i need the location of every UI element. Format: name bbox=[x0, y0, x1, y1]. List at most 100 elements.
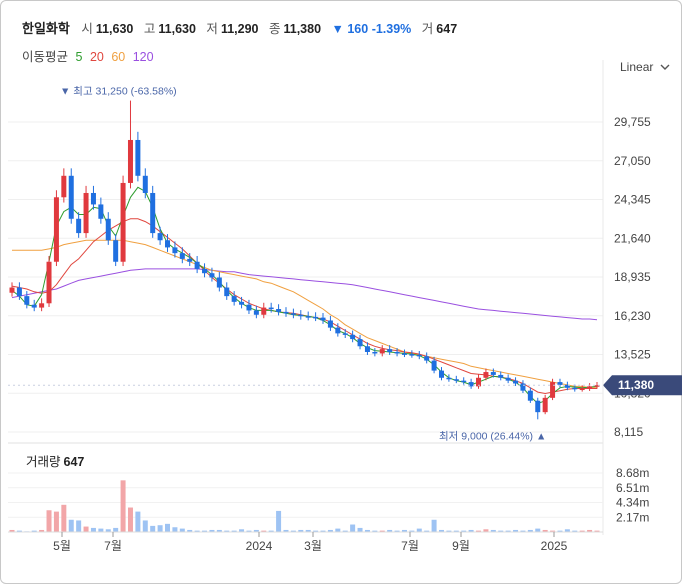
volume-bar bbox=[535, 528, 541, 532]
volume-bar bbox=[150, 525, 156, 532]
price-tick-label: 24,345 bbox=[614, 193, 651, 207]
price-tick-label: 16,230 bbox=[614, 309, 651, 323]
volume-bar bbox=[520, 530, 526, 532]
volume-panel-label: 거래량 647 bbox=[26, 451, 84, 470]
candle-body bbox=[127, 139, 133, 183]
price-tick-label: 18,935 bbox=[614, 270, 651, 284]
candle-body bbox=[424, 356, 430, 361]
candle-body bbox=[387, 349, 393, 352]
volume-tick-label: 2.17m bbox=[616, 510, 649, 524]
candle-body bbox=[209, 273, 215, 278]
ma-period-20[interactable]: 20 bbox=[89, 50, 104, 64]
volume-label: 거 bbox=[421, 22, 434, 36]
candle-body bbox=[320, 317, 326, 321]
open-label: 시 bbox=[81, 22, 93, 36]
candle-body bbox=[357, 339, 363, 347]
volume-bar bbox=[231, 530, 237, 532]
candle-body bbox=[39, 303, 45, 308]
candle-body bbox=[535, 400, 541, 413]
candle-body bbox=[438, 370, 444, 378]
moving-average-line-ma20 bbox=[11, 218, 597, 395]
close-label: 종 bbox=[268, 22, 281, 36]
candle-body bbox=[61, 175, 67, 198]
volume-panel-value: 647 bbox=[63, 455, 85, 469]
low-value: 11,290 bbox=[220, 22, 259, 36]
volume-bar bbox=[142, 520, 148, 532]
volume-bar bbox=[135, 511, 141, 532]
volume-bar bbox=[172, 527, 178, 532]
moving-average-legend[interactable]: 이동평균 5 20 60 120 bbox=[22, 46, 158, 65]
volume-bar bbox=[350, 524, 356, 532]
volume-bar bbox=[335, 528, 341, 532]
volume-tick-label: 4.34m bbox=[616, 496, 649, 510]
ma-period-60[interactable]: 60 bbox=[111, 50, 126, 64]
candle-body bbox=[498, 374, 504, 378]
volume-bar bbox=[283, 529, 289, 532]
high-annotation: ▼ 최고 31,250 (-63.58%) bbox=[60, 86, 177, 98]
volume-bar bbox=[579, 530, 585, 532]
low-label: 저 bbox=[206, 22, 218, 36]
stock-name[interactable]: 한일화학 bbox=[22, 21, 70, 36]
volume-bar bbox=[438, 529, 444, 532]
volume-bar bbox=[68, 519, 74, 532]
price-badge bbox=[603, 375, 682, 396]
scale-mode-toggle[interactable]: Linear bbox=[620, 59, 670, 74]
volume-bar bbox=[313, 530, 319, 532]
volume-bar bbox=[409, 530, 415, 532]
candle-body bbox=[416, 354, 422, 357]
x-tick-label: 2025 bbox=[541, 539, 568, 553]
volume-bar bbox=[342, 530, 348, 532]
volume-bar bbox=[9, 529, 15, 532]
candle-body bbox=[31, 304, 37, 308]
candle-body bbox=[246, 304, 252, 311]
volume-bar bbox=[187, 529, 193, 532]
candle-body bbox=[327, 320, 333, 328]
scale-mode-label: Linear bbox=[620, 60, 654, 74]
volume-bar bbox=[253, 529, 259, 532]
candle-body bbox=[16, 287, 22, 297]
candle-body bbox=[224, 287, 230, 297]
volume-value: 647 bbox=[436, 22, 458, 36]
candle-body bbox=[579, 388, 585, 391]
x-tick-label: 7월 bbox=[104, 539, 122, 553]
volume-bar bbox=[446, 530, 452, 532]
volume-bar bbox=[202, 530, 208, 532]
ma-period-120[interactable]: 120 bbox=[132, 50, 154, 64]
candle-body bbox=[364, 346, 370, 352]
candle-body bbox=[557, 382, 563, 385]
volume-bar bbox=[401, 529, 407, 532]
volume-bar bbox=[276, 510, 282, 532]
candle-body bbox=[105, 218, 111, 241]
volume-bar bbox=[461, 530, 467, 532]
volume-bar bbox=[357, 527, 363, 532]
candle-body bbox=[113, 240, 119, 262]
volume-bar bbox=[90, 527, 96, 532]
volume-bar bbox=[61, 504, 67, 532]
volume-bar bbox=[490, 529, 496, 532]
candle-body bbox=[350, 334, 356, 340]
volume-bar bbox=[505, 530, 511, 532]
candle-body bbox=[305, 316, 311, 318]
candle-body bbox=[179, 253, 185, 259]
volume-bar bbox=[476, 530, 482, 532]
candle-body bbox=[216, 277, 222, 288]
candle-body bbox=[46, 261, 52, 304]
candle-body bbox=[335, 327, 341, 334]
ma-period-5[interactable]: 5 bbox=[75, 50, 83, 64]
volume-bar bbox=[298, 529, 304, 532]
x-tick-label: 9월 bbox=[452, 539, 470, 553]
candle-body bbox=[461, 380, 467, 383]
candle-body bbox=[150, 192, 156, 234]
volume-bar bbox=[564, 529, 570, 532]
volume-bar bbox=[113, 527, 119, 532]
volume-bar bbox=[394, 530, 400, 532]
volume-bar bbox=[305, 529, 311, 532]
volume-bar bbox=[594, 530, 600, 532]
change-value: ▼ 160 -1.39% bbox=[331, 22, 412, 36]
moving-average-label: 이동평균 bbox=[22, 50, 69, 64]
volume-bar bbox=[557, 530, 563, 532]
volume-bar bbox=[53, 511, 59, 532]
volume-bar bbox=[550, 530, 556, 532]
candle-body bbox=[268, 307, 274, 310]
